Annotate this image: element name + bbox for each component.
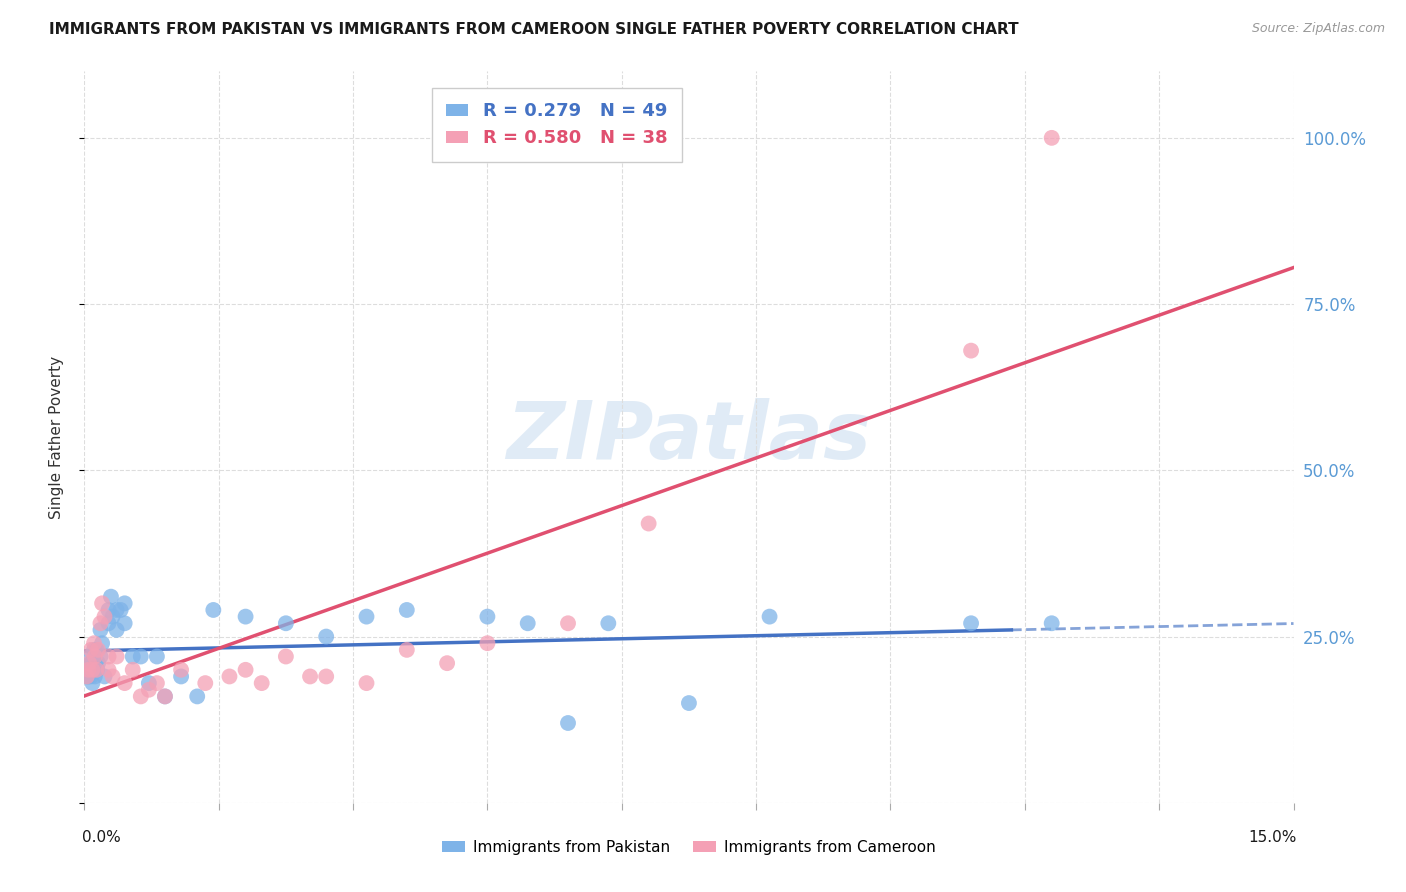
Point [101, 609, 124, 624]
Point [114, 616, 136, 631]
Point [91, 636, 114, 650]
Text: ZIPatlas: ZIPatlas [506, 398, 872, 476]
Point [84, 656, 107, 670]
Point [250, 676, 273, 690]
Point [91, 596, 114, 610]
Point [105, 649, 128, 664]
Point [170, 669, 193, 683]
Point [235, 609, 257, 624]
Point [758, 609, 780, 624]
Point [76, 669, 98, 683]
Point [76, 669, 98, 683]
Point [960, 616, 983, 631]
Point [105, 603, 128, 617]
Point [121, 663, 143, 677]
Text: 0.0%: 0.0% [82, 830, 121, 845]
Y-axis label: Single Father Poverty: Single Father Poverty [49, 356, 63, 518]
Point [395, 643, 418, 657]
Point [86, 663, 108, 677]
Point [97, 616, 120, 631]
Point [93, 609, 115, 624]
Point [153, 690, 176, 704]
Point [274, 616, 297, 631]
Point [436, 656, 458, 670]
Point [477, 609, 499, 624]
Point [80, 643, 103, 657]
Point [477, 636, 499, 650]
Point [146, 676, 169, 690]
Point [146, 649, 169, 664]
Point [87, 656, 110, 670]
Point [557, 716, 579, 731]
Point [82, 663, 104, 677]
Point [356, 676, 378, 690]
Point [114, 596, 136, 610]
Point [637, 516, 659, 531]
Point [114, 676, 136, 690]
Point [79, 649, 101, 664]
Point [101, 669, 124, 683]
Point [129, 649, 152, 664]
Point [557, 616, 579, 631]
Point [598, 616, 620, 631]
Text: IMMIGRANTS FROM PAKISTAN VS IMMIGRANTS FROM CAMEROON SINGLE FATHER POVERTY CORRE: IMMIGRANTS FROM PAKISTAN VS IMMIGRANTS F… [49, 22, 1019, 37]
Point [194, 676, 217, 690]
Point [678, 696, 700, 710]
Point [89, 649, 111, 664]
Point [1040, 616, 1063, 631]
Point [235, 663, 257, 677]
Point [356, 609, 378, 624]
Point [93, 669, 115, 683]
Point [77, 663, 100, 677]
Point [83, 643, 105, 657]
Point [105, 623, 128, 637]
Point [274, 649, 297, 664]
Point [100, 590, 122, 604]
Point [121, 649, 143, 664]
Point [80, 656, 103, 670]
Legend: Immigrants from Pakistan, Immigrants from Cameroon: Immigrants from Pakistan, Immigrants fro… [436, 834, 942, 861]
Point [97, 663, 120, 677]
Point [82, 663, 104, 677]
Point [299, 669, 322, 683]
Point [960, 343, 983, 358]
Point [97, 603, 120, 617]
Point [97, 649, 120, 664]
Point [129, 690, 152, 704]
Point [77, 663, 100, 677]
Point [138, 682, 160, 697]
Text: Source: ZipAtlas.com: Source: ZipAtlas.com [1251, 22, 1385, 36]
Point [89, 623, 111, 637]
Point [83, 649, 105, 664]
Point [170, 663, 193, 677]
Point [315, 669, 337, 683]
Point [86, 663, 108, 677]
Point [153, 690, 176, 704]
Point [138, 676, 160, 690]
Point [516, 616, 538, 631]
Point [86, 643, 108, 657]
Point [218, 669, 240, 683]
Point [395, 603, 418, 617]
Point [77, 656, 100, 670]
Point [186, 690, 208, 704]
Point [82, 676, 104, 690]
Point [1040, 131, 1063, 145]
Point [83, 669, 105, 683]
Point [77, 669, 100, 683]
Point [202, 603, 225, 617]
Point [83, 636, 105, 650]
Point [87, 643, 110, 657]
Point [315, 630, 337, 644]
Point [75, 663, 97, 677]
Point [89, 616, 111, 631]
Point [110, 603, 132, 617]
Point [80, 669, 103, 683]
Text: 15.0%: 15.0% [1249, 830, 1296, 845]
